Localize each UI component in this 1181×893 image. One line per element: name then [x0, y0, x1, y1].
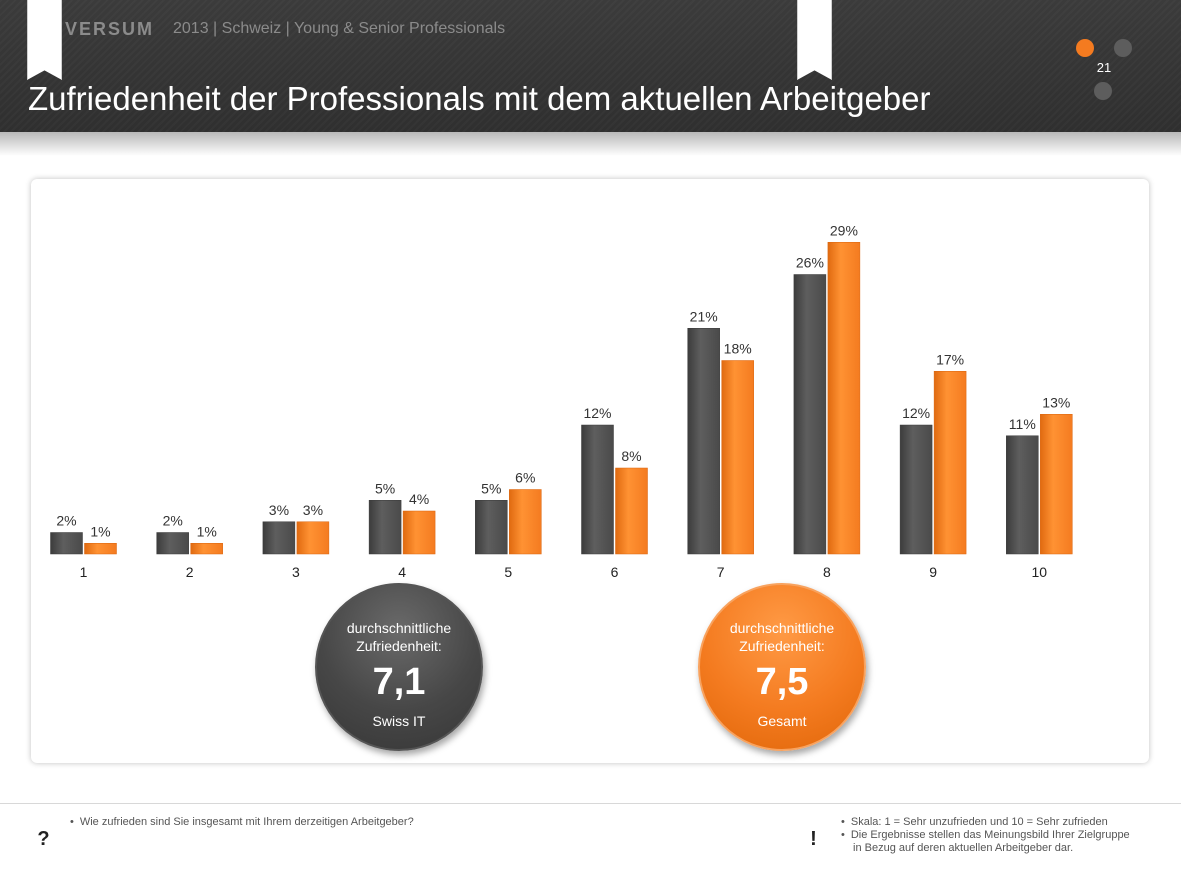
bar-series1-cat-4 [368, 500, 402, 555]
data-label: 4% [409, 491, 429, 507]
nav-dot[interactable] [1114, 39, 1132, 57]
average-caption: durchschnittliche Zufriedenheit: [700, 619, 864, 655]
bar-series1-cat-2 [156, 532, 189, 555]
average-caption-line1: durchschnittliche [346, 620, 452, 636]
page-number: 21 [1096, 60, 1112, 75]
question-text: Wie zufrieden sind Sie insgesamt mit Ihr… [79, 816, 414, 828]
note-results-row: • Die Ergebnisse stellen das Meinungsbild… [841, 829, 1151, 842]
x-tick-label: 10 [1032, 564, 1048, 580]
x-tick-label: 3 [292, 564, 300, 580]
note-tab [797, 0, 832, 80]
bar-series2-cat-3 [296, 521, 330, 555]
data-label: 29% [830, 222, 858, 238]
note-scale-row: • Skala: 1 = Sehr unzufrieden und 10 = Se… [841, 816, 1151, 829]
average-value: 7,1 [372, 661, 426, 703]
question-mark-icon: ? [37, 828, 50, 850]
bar-series1-cat-8 [793, 274, 827, 555]
chart-panel: 2% 1% 1 2% 1% 2 3% 3% 3 5% 4% 4 5% 6% 5 12% 8% 6 21% 18% 7 26… [31, 179, 1149, 763]
data-label: 5% [375, 480, 395, 496]
data-label: 17% [936, 351, 964, 367]
bullet-icon: • [70, 816, 74, 828]
question-tab [27, 0, 62, 80]
data-label: 12% [583, 405, 611, 421]
bar-series1-cat-6 [581, 424, 614, 555]
data-label: 11% [1009, 416, 1036, 432]
bar-series2-cat-10 [1040, 414, 1073, 555]
data-label: 5% [481, 480, 501, 496]
data-label: 18% [724, 341, 752, 357]
average-caption-line1: durchschnittliche [729, 620, 835, 636]
x-tick-label: 9 [929, 564, 937, 580]
average-value: 7,5 [755, 661, 809, 703]
bar-series1-cat-1 [50, 532, 83, 555]
data-label: 1% [90, 523, 110, 539]
note-results-line1: Die Ergebnisse stellen das Meinungsbild … [850, 829, 1130, 841]
x-tick-label: 5 [504, 564, 512, 580]
header-shadow [0, 132, 1181, 156]
bar-series2-cat-5 [509, 489, 542, 555]
bullet-icon: • [841, 816, 845, 828]
x-tick-label: 7 [717, 564, 725, 580]
data-label: 13% [1042, 394, 1070, 410]
question-note: • Wie zufrieden sind Sie insgesamt mit Ih… [70, 816, 414, 829]
data-label: 1% [197, 523, 217, 539]
average-bubble-swiss-it: durchschnittliche Zufriedenheit: 7,1 Swi… [315, 583, 483, 751]
bar-series2-cat-2 [190, 543, 223, 555]
average-caption-line2: Zufriedenheit: [739, 638, 825, 654]
bar-series2-cat-9 [933, 371, 967, 555]
bar-series2-cat-7 [721, 360, 754, 555]
bar-series1-cat-9 [899, 424, 933, 555]
data-label: 6% [515, 470, 535, 486]
data-label: 3% [303, 502, 323, 518]
data-label: 2% [163, 513, 183, 529]
x-tick-label: 1 [80, 564, 88, 580]
nav-dot-active[interactable] [1076, 39, 1094, 57]
bar-chart: 2%1%12%1%23% 3%35%4%45%6%512%8%621%18%726… [50, 222, 1073, 580]
average-caption-line2: Zufriedenheit: [356, 638, 442, 654]
bar-series1-cat-10 [1006, 435, 1039, 555]
data-label: 12% [902, 405, 930, 421]
x-tick-label: 6 [611, 564, 619, 580]
bar-series1-cat-7 [687, 328, 720, 555]
bar-series2-cat-8 [827, 242, 861, 555]
data-label: 3% [269, 502, 289, 518]
footer [0, 803, 1181, 893]
average-caption: durchschnittliche Zufriedenheit: [317, 619, 481, 655]
nav-dot[interactable] [1094, 82, 1112, 100]
note-results-line2: in Bezug auf deren aktuellen Arbeitgeber… [853, 842, 1074, 854]
average-group: Gesamt [757, 713, 807, 729]
x-tick-label: 4 [398, 564, 406, 580]
page-title: Zufriedenheit der Professionals mit dem … [28, 80, 931, 117]
bar-series2-cat-6 [615, 467, 648, 555]
data-label: 2% [56, 513, 76, 529]
report-subtitle: 2013 | Schweiz | Young & Senior Professi… [173, 20, 506, 37]
exclamation-icon: ! [810, 828, 817, 850]
bar-series1-cat-5 [475, 500, 508, 555]
x-tick-label: 2 [186, 564, 194, 580]
average-bubble-gesamt: durchschnittliche Zufriedenheit: 7,5 Ges… [698, 583, 866, 751]
note-results-row2: in Bezug auf deren aktuellen Arbeitgeber… [841, 842, 1151, 855]
method-notes: • Skala: 1 = Sehr unzufrieden und 10 = Se… [841, 816, 1151, 855]
header-bar: UNIVERSUM 2013 | Schweiz | Young & Senio… [0, 0, 1181, 132]
x-tick-label: 8 [823, 564, 831, 580]
bar-series1-cat-3 [262, 521, 296, 555]
bar-series2-cat-1 [84, 543, 117, 555]
data-label: 26% [796, 255, 824, 271]
bar-series2-cat-4 [402, 510, 436, 555]
data-label: 8% [621, 448, 641, 464]
bullet-icon: • [841, 829, 845, 841]
average-group: Swiss IT [372, 713, 426, 729]
data-label: 21% [690, 308, 718, 324]
note-scale: Skala: 1 = Sehr unzufrieden und 10 = Seh… [850, 816, 1108, 828]
